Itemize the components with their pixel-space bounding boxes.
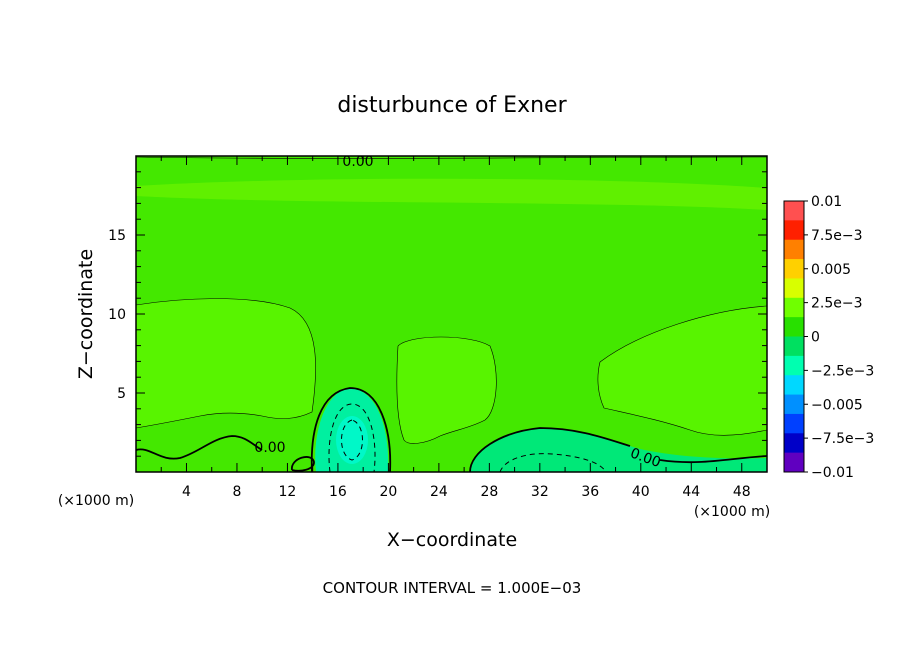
colorbar-cell bbox=[784, 278, 804, 299]
x-tick-label: 24 bbox=[430, 484, 448, 500]
colorbar-tick-label: −0.005 bbox=[811, 397, 863, 413]
x-tick-label: 32 bbox=[531, 484, 549, 500]
x-tick-label: 8 bbox=[232, 484, 241, 500]
colorbar-cell bbox=[784, 375, 804, 396]
x-tick-label: 40 bbox=[632, 484, 650, 500]
contour-label: 0.00 bbox=[254, 440, 285, 456]
colorbar-tick-label: 0.01 bbox=[811, 194, 842, 210]
colorbar-cell bbox=[784, 220, 804, 241]
contour-interval-note: CONTOUR INTERVAL = 1.000E−03 bbox=[323, 579, 582, 597]
x-tick-label: 48 bbox=[733, 484, 751, 500]
y-tick-label: 10 bbox=[108, 307, 126, 323]
colorbar: 0.01 7.5e−3 0.005 2.5e−3 0 −2.5e−3 −0.005 −7.5e… bbox=[783, 194, 874, 481]
contour-zero-right bbox=[469, 427, 631, 473]
contour-zero-small bbox=[291, 456, 315, 472]
contour-neg-center bbox=[328, 403, 376, 473]
contour-label: 0.00 bbox=[342, 154, 373, 170]
y-tick-label: 15 bbox=[108, 228, 126, 244]
colorbar-cell bbox=[784, 201, 804, 221]
colorbar-cell bbox=[784, 259, 804, 279]
x-ticks: 4 8 12 16 20 24 28 32 36 40 44 48 bbox=[160, 156, 751, 500]
colorbar-tick-label: 7.5e−3 bbox=[811, 228, 863, 244]
colorbar-tick-label: −7.5e−3 bbox=[811, 431, 874, 447]
contour-top bbox=[135, 156, 768, 159]
colorbar-tick-label: 2.5e−3 bbox=[811, 296, 863, 312]
contour-center-positive bbox=[396, 336, 497, 444]
colorbar-cell bbox=[784, 336, 804, 357]
x-tick-label: 20 bbox=[379, 484, 397, 500]
colorbar-tick-label: 0 bbox=[811, 330, 820, 346]
colorbar-cell bbox=[784, 239, 804, 260]
x-tick-label: 12 bbox=[279, 484, 297, 500]
region-positive-right bbox=[597, 306, 767, 436]
x-unit-label-right: (×1000 m) bbox=[694, 504, 770, 520]
y-axis-label: Z−coordinate bbox=[75, 249, 97, 379]
colorbar-cell bbox=[784, 317, 804, 337]
x-unit-label: (×1000 m) bbox=[58, 493, 134, 509]
contour-zero-center bbox=[310, 387, 392, 473]
colorbar-cell bbox=[784, 452, 804, 473]
contour-zero-far-right bbox=[659, 455, 768, 464]
colorbar-cell bbox=[784, 413, 804, 434]
x-tick-label: 36 bbox=[581, 484, 599, 500]
colorbar-tick-label: 0.005 bbox=[811, 262, 851, 278]
region-positive-center bbox=[396, 337, 497, 444]
x-tick-label: 44 bbox=[682, 484, 700, 500]
contour-right-positive bbox=[597, 305, 768, 436]
colorbar-tick-label: −2.5e−3 bbox=[811, 363, 874, 379]
colorbar-cells bbox=[784, 201, 804, 473]
region-upper-band bbox=[136, 178, 767, 210]
x-tick-label: 4 bbox=[182, 484, 191, 500]
region-negative-right-cell bbox=[470, 428, 767, 472]
chart-title: disturbunce of Exner bbox=[337, 93, 567, 118]
x-tick-label: 16 bbox=[329, 484, 347, 500]
y-ticks: 5 10 15 bbox=[108, 171, 767, 457]
colorbar-ticks: 0.01 7.5e−3 0.005 2.5e−3 0 −2.5e−3 −0.005 −7.5e… bbox=[804, 194, 874, 481]
colorbar-cell bbox=[784, 297, 804, 318]
x-tick-label: 28 bbox=[480, 484, 498, 500]
region-positive-left bbox=[136, 298, 316, 428]
region-negative-center-core bbox=[336, 416, 368, 464]
contour-zero-left bbox=[135, 435, 263, 460]
colorbar-cell bbox=[784, 394, 804, 415]
colorbar-cell bbox=[784, 433, 804, 454]
colorbar-tick-label: −0.01 bbox=[811, 465, 854, 481]
contour-lines bbox=[135, 156, 768, 473]
x-axis-label: X−coordinate bbox=[387, 529, 517, 551]
contour-left-positive bbox=[135, 298, 316, 429]
contour-neg-right bbox=[499, 453, 607, 473]
y-tick-label: 5 bbox=[117, 386, 126, 402]
contour-neg-core bbox=[341, 419, 363, 461]
colorbar-cell bbox=[784, 355, 804, 376]
